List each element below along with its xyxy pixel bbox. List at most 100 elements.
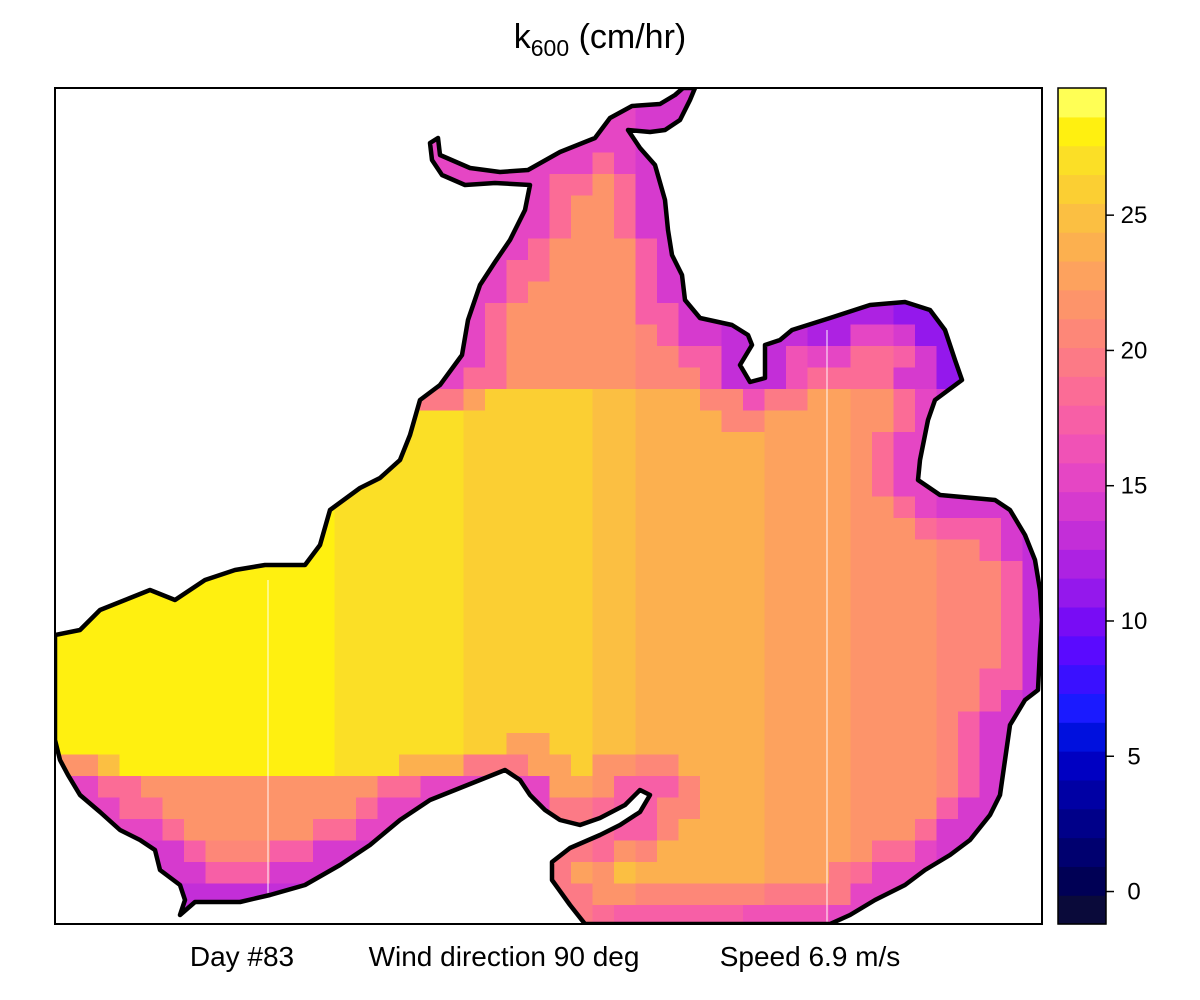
heatmap-cell (356, 410, 378, 433)
heatmap-cell (205, 131, 228, 153)
heatmap-cell (76, 668, 99, 691)
heatmap-cell (463, 840, 486, 863)
heatmap-cell (829, 432, 851, 454)
heatmap-cell (721, 518, 744, 540)
heatmap-cell (721, 883, 744, 906)
heatmap-cell (807, 690, 830, 712)
heatmap-cell (76, 883, 99, 906)
heatmap-cell (1001, 217, 1023, 239)
heatmap-cell (141, 668, 163, 691)
heatmap-cell (248, 217, 271, 239)
heatmap-cell (1001, 690, 1023, 712)
heatmap-cell (227, 432, 249, 454)
heatmap-cell (119, 410, 142, 433)
heatmap-cell (893, 776, 916, 798)
heatmap-cell (829, 88, 851, 110)
heatmap-cell (635, 346, 658, 368)
heatmap-cell (786, 840, 808, 863)
heatmap-cell (958, 711, 980, 734)
heatmap-cell (764, 604, 787, 626)
heatmap-cell (528, 389, 550, 411)
heatmap-cell (506, 840, 529, 863)
heatmap-cell (893, 475, 916, 497)
heatmap-cell (141, 711, 163, 734)
heatmap-cell (442, 711, 464, 734)
heatmap-cell (700, 518, 722, 540)
heatmap-cell (377, 668, 400, 691)
heatmap-cell (55, 195, 77, 218)
heatmap-cell (936, 582, 959, 605)
heatmap-cell (162, 819, 185, 841)
heatmap-cell (506, 453, 529, 476)
heatmap-cell (377, 797, 400, 820)
heatmap-cell (377, 690, 400, 712)
heatmap-cell (313, 324, 335, 347)
heatmap-cell (399, 561, 421, 583)
heatmap-cell (506, 238, 529, 261)
heatmap-cell (506, 518, 529, 540)
heatmap-cell (248, 711, 271, 734)
heatmap-cell (850, 174, 873, 196)
heatmap-cell (592, 905, 615, 924)
heatmap-cell (979, 647, 1002, 669)
heatmap-cell (764, 797, 787, 820)
heatmap-cell (76, 539, 99, 562)
heatmap-cell (807, 131, 830, 153)
heatmap-cell (141, 281, 163, 304)
heatmap-cell (98, 690, 120, 712)
heatmap-cell (915, 174, 937, 196)
heatmap-cell (807, 883, 830, 906)
heatmap-cell (807, 217, 830, 239)
heatmap-cell (764, 754, 787, 777)
heatmap-cell (506, 883, 529, 906)
heatmap-cell (248, 604, 271, 626)
heatmap-cell (915, 496, 937, 519)
heatmap-cell (98, 797, 120, 820)
heatmap-cell (614, 238, 636, 261)
heatmap-cell (248, 410, 271, 433)
heatmap-cell (614, 367, 636, 390)
heatmap-cell (442, 475, 464, 497)
heatmap-cell (291, 410, 314, 433)
heatmap-cell (700, 109, 722, 132)
heatmap-cell (893, 690, 916, 712)
heatmap-cell (635, 819, 658, 841)
heatmap-cell (700, 539, 722, 562)
heatmap-cell (721, 690, 744, 712)
heatmap-cell (657, 883, 679, 906)
heatmap-cell (291, 389, 314, 411)
heatmap-cell (549, 496, 572, 519)
heatmap-cell (420, 518, 443, 540)
heatmap-cell (700, 862, 722, 884)
heatmap-cell (678, 324, 701, 347)
heatmap-cell (549, 109, 572, 132)
heatmap-cell (227, 690, 249, 712)
heatmap-cell (850, 260, 873, 282)
heatmap-cell (936, 819, 959, 841)
heatmap-cell (485, 389, 507, 411)
heatmap-cell (614, 475, 636, 497)
heatmap-cell (141, 410, 163, 433)
heatmap-cell (399, 582, 421, 605)
heatmap-cell (76, 733, 99, 755)
heatmap-cell (162, 776, 185, 798)
heatmap-cell (76, 152, 99, 175)
heatmap-cell (399, 131, 421, 153)
heatmap-cell (872, 668, 894, 691)
heatmap-cell (635, 217, 658, 239)
heatmap-cell (614, 410, 636, 433)
heatmap-cell (635, 883, 658, 906)
heatmap-cell (979, 238, 1002, 261)
heatmap-cell (549, 625, 572, 648)
heatmap-cell (743, 668, 765, 691)
heatmap-cell (55, 819, 77, 841)
heatmap-cell (227, 410, 249, 433)
heatmap-cell (614, 518, 636, 540)
heatmap-cell (313, 604, 335, 626)
heatmap-cell (850, 475, 873, 497)
heatmap-cell (356, 195, 378, 218)
heatmap-cell (635, 905, 658, 924)
heatmap-cell (915, 281, 937, 304)
heatmap-cell (807, 453, 830, 476)
heatmap-cell (141, 604, 163, 626)
